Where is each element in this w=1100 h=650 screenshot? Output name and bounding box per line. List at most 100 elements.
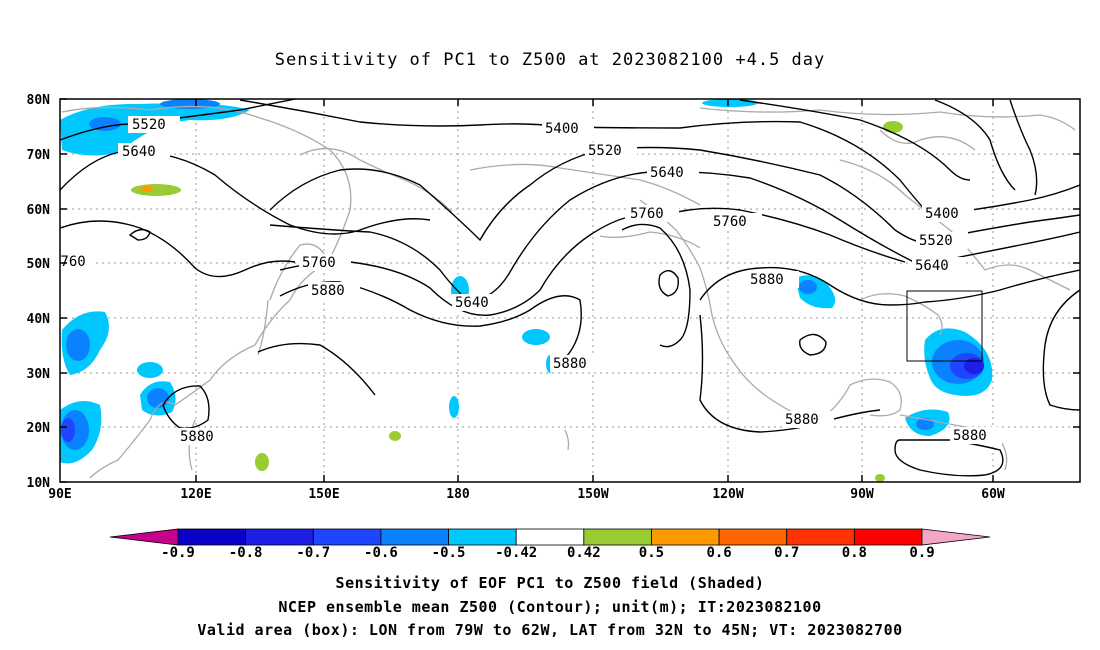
colorbar-segment bbox=[583, 528, 652, 546]
shade-patch bbox=[255, 453, 269, 471]
z500-contours bbox=[60, 99, 1080, 477]
contour-5640-west bbox=[60, 150, 431, 235]
lat-label: 80N bbox=[27, 93, 51, 108]
lon-label: 150W bbox=[577, 487, 608, 502]
shaded-sensitivity bbox=[60, 99, 993, 482]
contour-labels: 5520 5640 5400 5520 5640 5760 5760 5400 … bbox=[52, 116, 1002, 445]
shade-patch bbox=[147, 388, 169, 408]
lat-label: 70N bbox=[27, 148, 51, 163]
coastlines bbox=[61, 105, 1076, 479]
contour-label: 5880 bbox=[180, 429, 214, 445]
colorbar-tick-label: 0.42 bbox=[567, 545, 601, 561]
lat-label: 10N bbox=[27, 476, 51, 491]
lon-label: 180 bbox=[446, 487, 470, 502]
contour-5880-pacific bbox=[621, 223, 691, 348]
shade-patch bbox=[89, 117, 121, 131]
colorbar-segment bbox=[853, 528, 923, 546]
lon-labels: 90E 120E 150E 180 150W 120W 90W 60W bbox=[48, 487, 1005, 502]
colorbar-tick-label: -0.6 bbox=[364, 545, 398, 561]
colorbar-segment bbox=[380, 528, 449, 546]
colorbar-segment bbox=[786, 528, 855, 546]
contour-5880-west-loop bbox=[162, 385, 210, 430]
shade-patch bbox=[131, 184, 181, 196]
contour-label: 5760 bbox=[52, 254, 86, 270]
contour-label: 5880 bbox=[953, 428, 987, 444]
contour-label: 5640 bbox=[650, 165, 684, 181]
contour-5880-atl bbox=[699, 266, 926, 306]
contour-label: 5880 bbox=[311, 283, 345, 299]
lat-label: 60N bbox=[27, 203, 51, 218]
contour-north-east bbox=[739, 99, 971, 181]
contour-label: 5640 bbox=[455, 295, 489, 311]
shade-patch bbox=[702, 99, 758, 107]
contour-5640 bbox=[269, 170, 921, 303]
contour-north-east2 bbox=[934, 99, 1016, 191]
contour-label: 5760 bbox=[713, 214, 747, 230]
colorbar-tick-label: -0.42 bbox=[495, 545, 537, 561]
colorbar-tick-label: 0.6 bbox=[706, 545, 731, 561]
contour-north-east3 bbox=[1009, 99, 1038, 196]
colorbar-segment bbox=[448, 528, 517, 546]
contour-5520-west bbox=[60, 99, 299, 141]
caption-line-2: NCEP ensemble mean Z500 (Contour); unit(… bbox=[278, 598, 822, 616]
shade-patch bbox=[799, 280, 817, 294]
lon-label: 60W bbox=[981, 487, 1005, 502]
colorbar-tick-label: -0.5 bbox=[432, 545, 466, 561]
lat-label: 50N bbox=[27, 257, 51, 272]
caption-line-3: Valid area (box): LON from 79W to 62W, L… bbox=[197, 621, 903, 639]
colorbar-segment bbox=[177, 528, 247, 546]
contour-small-asia bbox=[128, 228, 151, 241]
shade-patch bbox=[60, 103, 250, 156]
contour-label: 5400 bbox=[925, 206, 959, 222]
shade-patch bbox=[964, 358, 984, 374]
contour-label: 5520 bbox=[588, 143, 622, 159]
shade-patch bbox=[795, 275, 836, 309]
lon-label: 90W bbox=[850, 487, 874, 502]
contour-label: 5640 bbox=[122, 144, 156, 160]
colorbar: -0.9 -0.8 -0.7 -0.6 -0.5 -0.42 0.42 0.5 0.6 0.7 0.… bbox=[109, 528, 991, 561]
contour-label: 5400 bbox=[545, 121, 579, 137]
gridlines bbox=[60, 99, 1080, 482]
colorbar-tick-label: 0.8 bbox=[842, 545, 867, 561]
colorbar-tick-label: 0.5 bbox=[639, 545, 664, 561]
shade-patch bbox=[61, 418, 75, 442]
contour-5760-east bbox=[664, 207, 906, 263]
contour-label: 5520 bbox=[919, 233, 953, 249]
shade-patch bbox=[141, 186, 153, 192]
lat-label: 40N bbox=[27, 312, 51, 327]
contour-label: 5640 bbox=[915, 258, 949, 274]
colorbar-high-arrow bbox=[921, 528, 991, 546]
colorbar-segment bbox=[651, 528, 720, 546]
contour-5400 bbox=[239, 99, 931, 216]
colorbar-segment bbox=[245, 528, 314, 546]
shade-patch bbox=[66, 329, 90, 361]
shade-patch bbox=[916, 418, 934, 430]
shade-patch bbox=[522, 329, 550, 345]
lon-label: 90E bbox=[48, 487, 71, 502]
contour-5880-east-asia bbox=[257, 342, 376, 396]
shade-patch bbox=[449, 396, 459, 418]
lat-labels: 80N 70N 60N 50N 40N 30N 20N 10N bbox=[27, 93, 51, 491]
lon-label: 150E bbox=[308, 487, 339, 502]
lon-label: 120E bbox=[180, 487, 211, 502]
shade-patch bbox=[883, 121, 903, 133]
colorbar-segment bbox=[515, 528, 585, 546]
contour-east-edge-5 bbox=[1042, 289, 1080, 411]
contour-label: 5880 bbox=[785, 412, 819, 428]
shade-patch bbox=[389, 431, 401, 441]
contour-5880-south bbox=[699, 314, 881, 433]
tick-marks bbox=[60, 98, 1080, 483]
contour-label: 5760 bbox=[630, 206, 664, 222]
contour-label: 5880 bbox=[553, 356, 587, 372]
colorbar-tick-label: 0.7 bbox=[774, 545, 799, 561]
contour-small-atl bbox=[799, 333, 827, 356]
contour-east-edge-4 bbox=[924, 269, 1080, 303]
shade-patch bbox=[875, 474, 885, 482]
map-frame bbox=[59, 98, 1081, 483]
colorbar-tick-label: -0.7 bbox=[296, 545, 330, 561]
colorbar-tick-label: -0.9 bbox=[161, 545, 195, 561]
lat-label: 30N bbox=[27, 367, 51, 382]
lon-label: 120W bbox=[712, 487, 743, 502]
contour-label: 5520 bbox=[132, 117, 166, 133]
